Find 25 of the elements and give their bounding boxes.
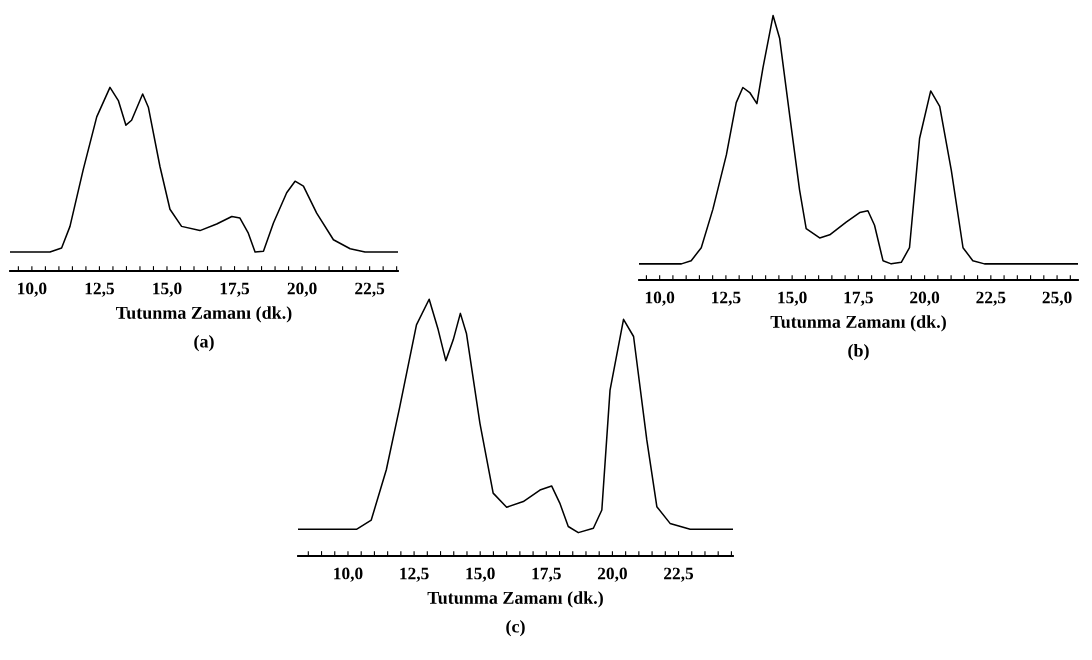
x-tick-label: 20,0 — [910, 291, 940, 306]
x-tick-label: 22,5 — [355, 282, 385, 297]
x-tick-label: 22,5 — [664, 567, 694, 582]
x-axis-title: Tutunma Zamanı (dk.) — [427, 591, 603, 608]
x-tick-label: 20,0 — [287, 282, 317, 297]
text: (a) — [194, 334, 214, 352]
x-tick-label: 10,0 — [334, 567, 363, 582]
x-tick-label: 17,5 — [220, 282, 250, 297]
text: (b) — [848, 343, 869, 361]
x-tick-label: 12,5 — [712, 291, 741, 306]
x-tick-label: 15,0 — [153, 282, 182, 297]
x-tick-label: 17,5 — [532, 567, 561, 582]
x-tick-label: 15,0 — [466, 567, 495, 582]
x-tick-label: 17,5 — [844, 291, 873, 306]
x-tick-label: 25,0 — [1042, 291, 1072, 306]
x-tick-label: 15,0 — [778, 291, 807, 306]
x-axis-title: Tutunma Zamanı (dk.) — [116, 306, 292, 323]
x-tick-label: 10,0 — [645, 291, 675, 306]
x-tick-label: 20,0 — [597, 567, 627, 582]
text: (c) — [506, 619, 525, 637]
x-axis-title: Tutunma Zamanı (dk.) — [770, 315, 946, 332]
x-tick-label: 12,5 — [400, 567, 429, 582]
x-tick-label: 22,5 — [976, 291, 1006, 306]
x-tick-label: 12,5 — [85, 282, 114, 297]
x-tick-label: 10,0 — [18, 282, 47, 297]
